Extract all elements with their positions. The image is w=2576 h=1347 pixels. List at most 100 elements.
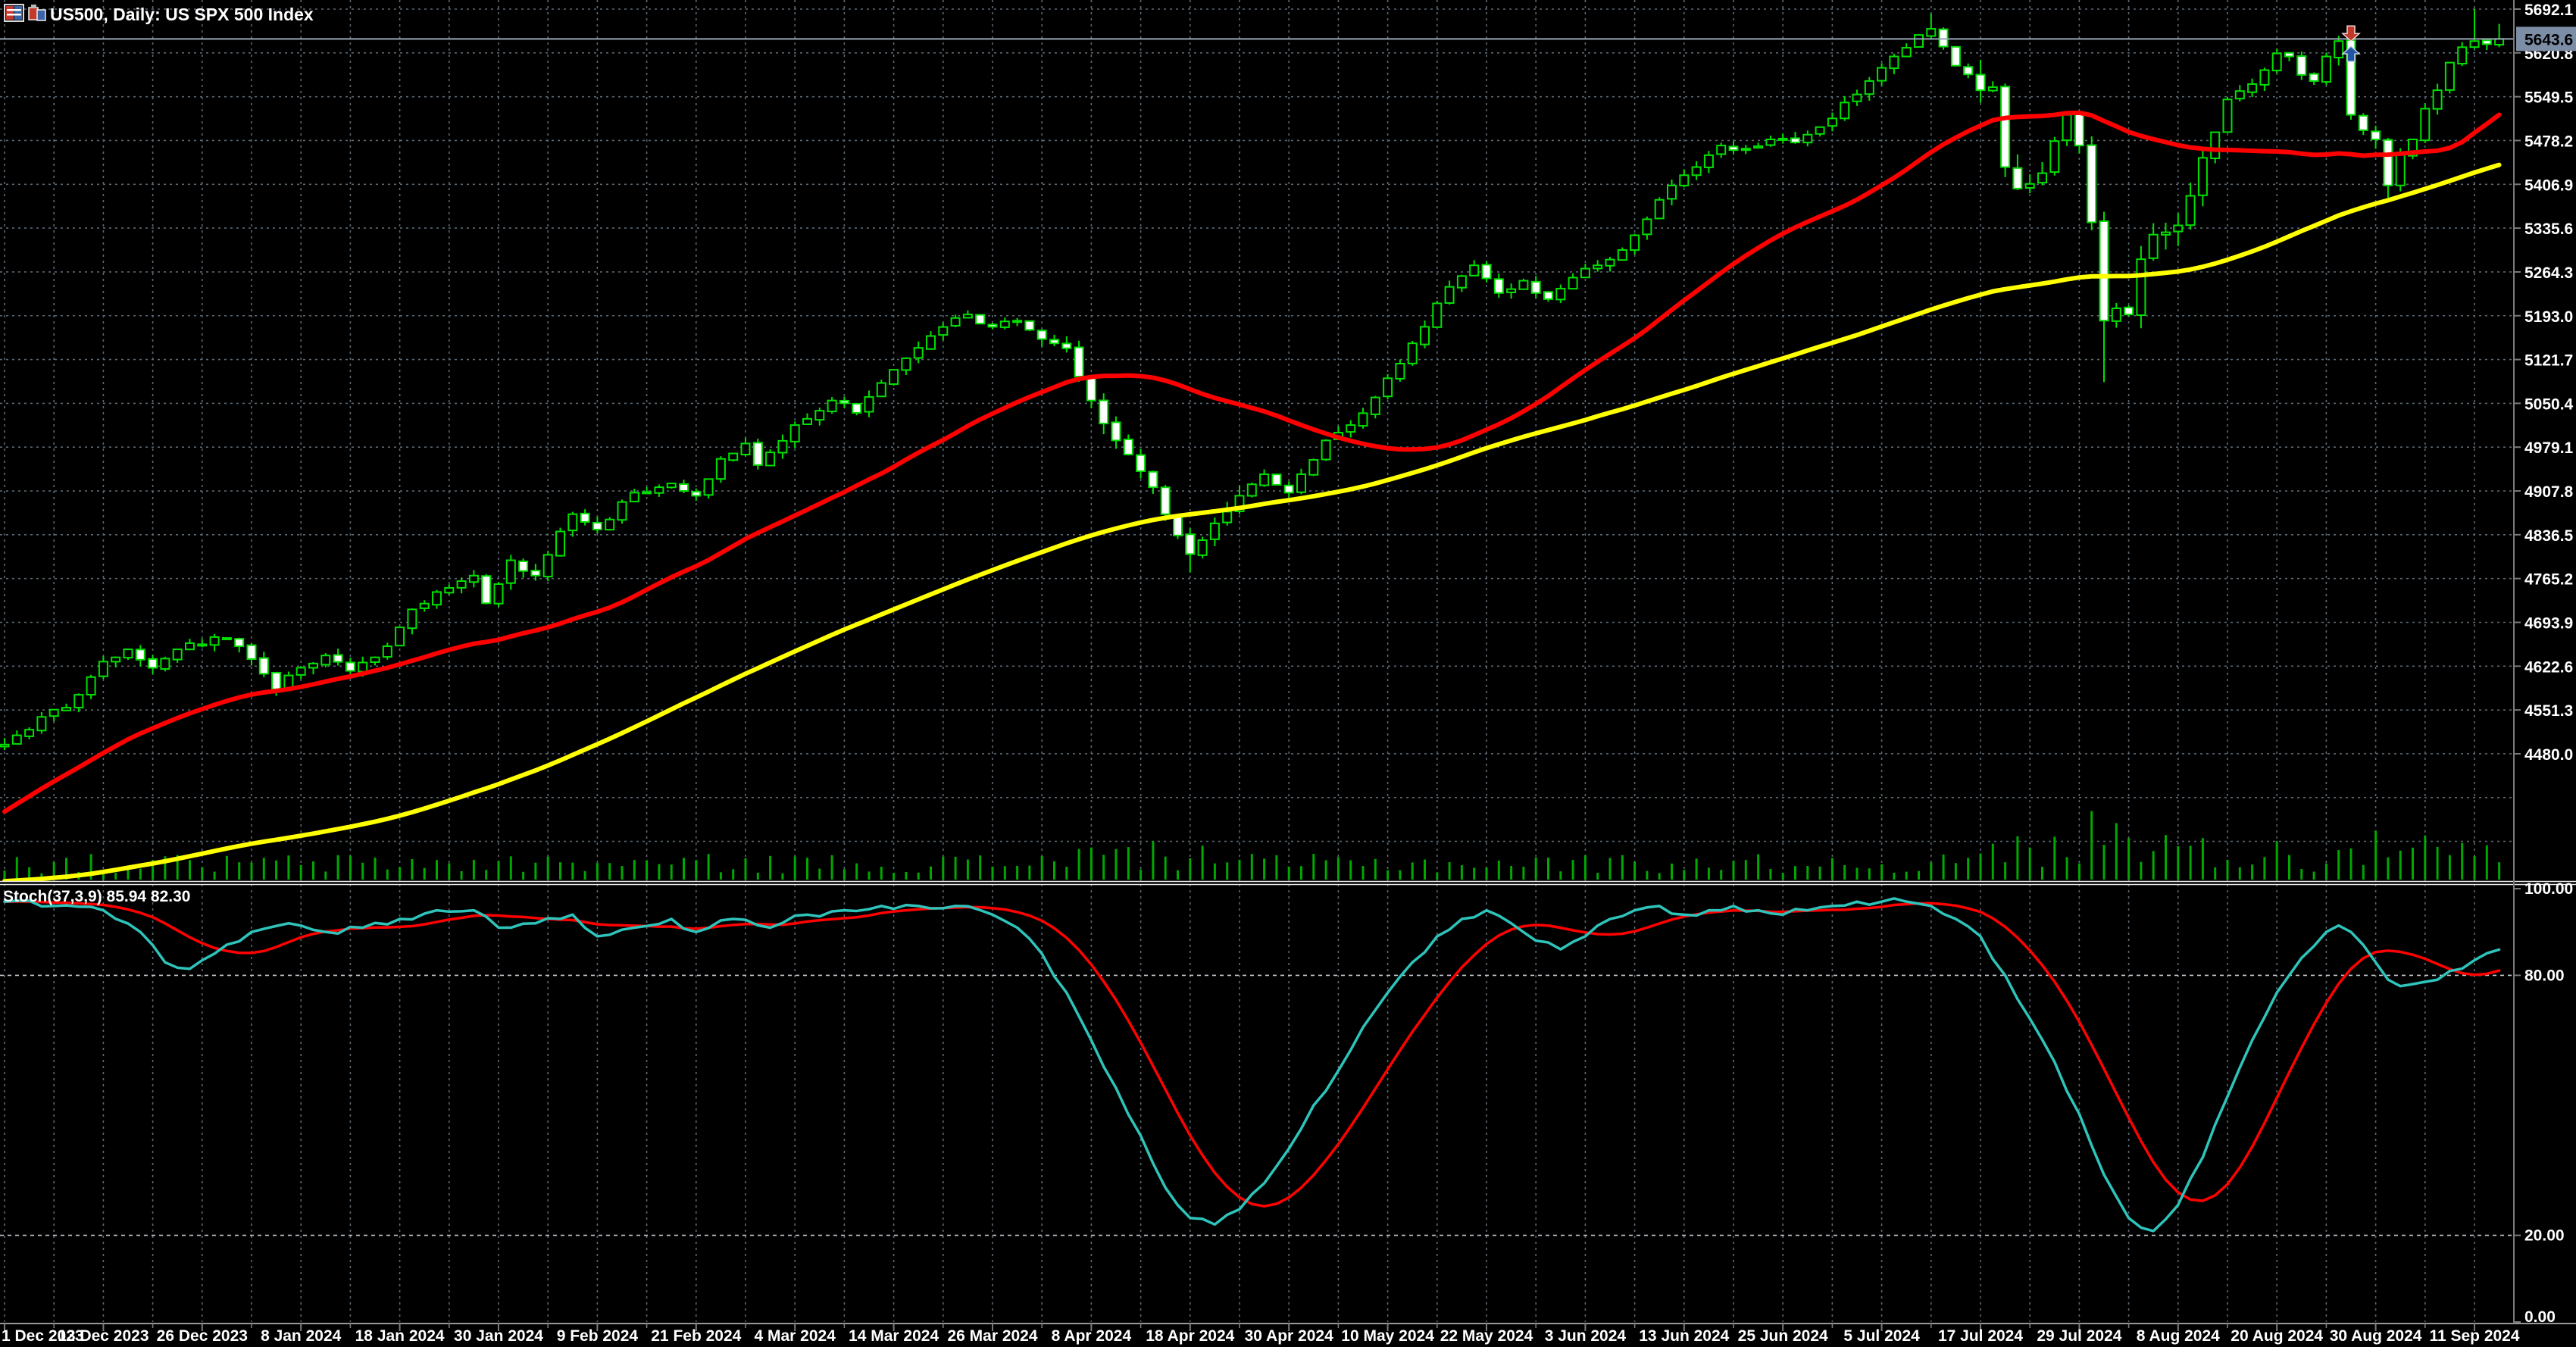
main-chart-panel[interactable]: [0, 9, 2514, 881]
bull-candle: [36, 716, 47, 732]
bull-candle: [2197, 157, 2208, 196]
bear-candle: [2124, 306, 2134, 316]
stoch-tick-label: 80.00: [2524, 967, 2565, 984]
bull-candle: [1703, 154, 1714, 168]
bear-candle: [987, 323, 998, 328]
bull-candle: [2049, 140, 2060, 173]
bear-candle: [2296, 55, 2307, 76]
slow-ma-line: [2, 162, 2502, 881]
bull-candle: [1407, 342, 1418, 364]
bull-candle: [789, 424, 800, 442]
stochastic-panel[interactable]: [3, 897, 2501, 1233]
bear-candle: [1111, 421, 1121, 442]
bear-candle: [1024, 320, 1035, 331]
chart-menu-icon[interactable]: [4, 4, 24, 22]
bull-candle: [542, 554, 553, 578]
bull-candle: [1321, 439, 1331, 461]
bear-candle: [2099, 220, 2109, 322]
bull-candle: [1605, 258, 1615, 267]
bear-candle: [1099, 399, 1109, 425]
bear-candle: [2383, 139, 2393, 186]
bull-candle: [2408, 139, 2418, 157]
candles-group: [0, 9, 2505, 750]
bull-candle: [2111, 308, 2121, 322]
date-tick-label: 21 Feb 2024: [651, 1327, 741, 1345]
panel-divider[interactable]: [0, 880, 2576, 1324]
bull-candle: [666, 483, 677, 489]
stoch-tick-label: 100.00: [2524, 880, 2573, 898]
price-tick-label: 5549.5: [2524, 89, 2574, 107]
bear-candle: [1061, 342, 1072, 349]
price-axis[interactable]: 5692.15620.85549.55478.25406.95335.65264…: [2513, 0, 2576, 1326]
bull-candle: [1740, 148, 1751, 152]
bull-candle: [715, 458, 726, 480]
bull-candle: [1630, 234, 1640, 252]
chart-restore-icon[interactable]: [28, 5, 46, 21]
bear-candle: [2074, 113, 2084, 147]
bear-candle: [580, 512, 590, 523]
bear-candle: [2000, 86, 2011, 168]
bull-candle: [1370, 396, 1380, 415]
bull-candle: [2062, 114, 2072, 142]
bull-candle: [1568, 277, 1578, 290]
bull-candle: [2247, 83, 2258, 93]
bull-candle: [1679, 174, 1690, 186]
bull-candle: [1469, 264, 1480, 277]
bull-candle: [1234, 495, 1245, 512]
bull-candle: [48, 708, 59, 717]
bear-candle: [1074, 346, 1084, 378]
bull-candle: [629, 492, 639, 503]
date-tick-label: 11 Sep 2024: [2429, 1327, 2519, 1345]
date-tick-label: 4 Mar 2024: [754, 1327, 836, 1345]
fast-ma-polyline: [2, 110, 2502, 814]
bull-candle: [0, 743, 10, 748]
bear-candle: [1036, 330, 1047, 340]
bull-candle: [1877, 67, 1887, 82]
stoch-grid: [0, 884, 2514, 1322]
bull-candle: [1593, 264, 1603, 270]
bear-candle: [234, 638, 245, 648]
bull-candle: [2321, 55, 2331, 83]
bull-candle: [999, 320, 1010, 328]
date-tick-label: 3 Jun 2024: [1545, 1327, 1627, 1345]
bear-candle: [518, 560, 529, 572]
bull-candle: [419, 602, 430, 609]
bull-candle: [901, 357, 911, 371]
bull-candle: [864, 395, 874, 413]
bear-candle: [975, 314, 986, 325]
bull-candle: [1444, 286, 1455, 304]
date-tick-label: 18 Jan 2024: [355, 1327, 445, 1345]
bull-candle: [2173, 224, 2184, 233]
bear-candle: [679, 483, 689, 492]
bull-candle: [1802, 133, 1813, 144]
bull-candle: [185, 642, 195, 651]
bull-candle: [2420, 108, 2431, 142]
bull-candle: [505, 559, 516, 584]
bull-candle: [555, 530, 565, 557]
bull-candle: [765, 452, 776, 467]
bull-candle: [308, 662, 318, 669]
bull-candle: [1222, 511, 1233, 523]
bull-candle: [2469, 40, 2480, 48]
bull-candle: [1580, 267, 1590, 279]
bear-candle: [135, 648, 145, 661]
bull-candle: [468, 574, 479, 583]
bear-candle: [333, 654, 343, 663]
bull-candle: [1642, 218, 1652, 236]
bull-candle: [1420, 326, 1430, 345]
bull-candle: [777, 439, 788, 454]
bull-candle: [1383, 377, 1393, 398]
bull-candle: [950, 317, 961, 327]
bear-candle: [246, 644, 257, 660]
bear-candle: [1283, 484, 1294, 494]
bull-candle: [1432, 302, 1443, 328]
stoch-tick-label: 0.00: [2524, 1308, 2556, 1326]
price-tick-label: 4480.0: [2524, 746, 2573, 764]
bear-candle: [1481, 264, 1492, 280]
date-tick-label: 5 Jul 2024: [1843, 1327, 1920, 1345]
bull-candle: [703, 478, 714, 496]
bull-candle: [370, 656, 380, 664]
bull-candle: [802, 417, 812, 425]
bear-candle: [2012, 167, 2023, 189]
